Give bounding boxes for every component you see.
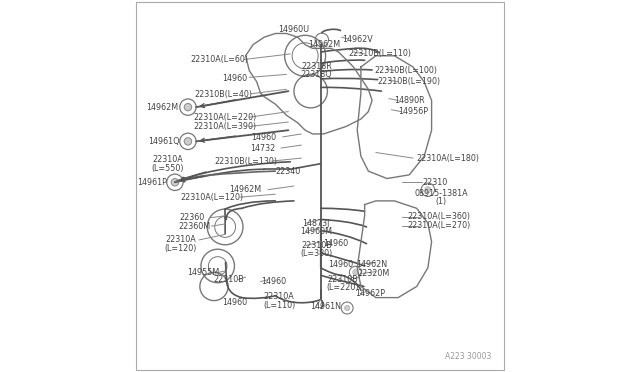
Text: 22310B(L=190): 22310B(L=190) [378, 77, 441, 86]
Text: 14962M: 14962M [230, 185, 262, 194]
Text: 14890R: 14890R [394, 96, 424, 105]
Text: 14960: 14960 [323, 239, 349, 248]
Text: 22318Q: 22318Q [300, 70, 332, 79]
Text: 14960: 14960 [328, 260, 353, 269]
Text: 22310A(L=220): 22310A(L=220) [193, 113, 257, 122]
Circle shape [184, 138, 191, 145]
Text: 22310B(L=130): 22310B(L=130) [214, 157, 277, 166]
Text: 22310B(L=40): 22310B(L=40) [195, 90, 252, 99]
Text: 14960: 14960 [222, 298, 247, 307]
Circle shape [353, 270, 358, 275]
Circle shape [172, 179, 179, 186]
Text: (L=550): (L=550) [151, 164, 184, 173]
Text: (L=220): (L=220) [326, 283, 358, 292]
Text: 22310B(L=100): 22310B(L=100) [374, 66, 437, 75]
Text: A223 30003: A223 30003 [445, 352, 491, 361]
Text: 22310B(L=110): 22310B(L=110) [348, 49, 411, 58]
Text: 14960: 14960 [261, 277, 286, 286]
Text: 14873J: 14873J [303, 219, 330, 228]
Text: 14962V: 14962V [342, 35, 372, 44]
Text: 08915-1381A: 08915-1381A [414, 189, 468, 198]
Text: 14955M: 14955M [187, 268, 219, 277]
Text: 14956P: 14956P [398, 107, 428, 116]
Text: 14960: 14960 [252, 133, 276, 142]
Text: 22310B: 22310B [327, 275, 358, 284]
Text: 22310A: 22310A [152, 155, 183, 164]
Text: 22360M: 22360M [179, 222, 211, 231]
Text: 22310A(L=270): 22310A(L=270) [408, 221, 470, 230]
Text: (L=110): (L=110) [263, 301, 295, 310]
Text: 22310A(L=360): 22310A(L=360) [408, 212, 470, 221]
Text: (1): (1) [435, 197, 447, 206]
Text: 22310A(L=120): 22310A(L=120) [180, 193, 244, 202]
Text: 14962P: 14962P [355, 289, 385, 298]
Text: 22318R: 22318R [301, 62, 332, 71]
Text: 14961Q: 14961Q [148, 137, 179, 146]
Text: 22340: 22340 [276, 167, 301, 176]
Text: 22310A(L=60): 22310A(L=60) [191, 55, 248, 64]
Circle shape [184, 103, 191, 111]
Circle shape [425, 187, 431, 193]
Text: 14960M: 14960M [300, 227, 332, 236]
Text: 14960: 14960 [222, 74, 247, 83]
Text: 22360: 22360 [179, 213, 204, 222]
Text: 14962M: 14962M [146, 103, 178, 112]
Text: 14962M: 14962M [308, 40, 340, 49]
Text: 22310: 22310 [422, 178, 448, 187]
Text: 22310A: 22310A [264, 292, 294, 301]
Text: 14960U: 14960U [278, 25, 310, 34]
Text: 14961N: 14961N [310, 302, 341, 311]
Text: 22310A(L=390): 22310A(L=390) [193, 122, 257, 131]
Text: 22320M: 22320M [358, 269, 390, 278]
Text: 22310A(L=180): 22310A(L=180) [417, 154, 480, 163]
Circle shape [344, 305, 349, 311]
Text: 14961P: 14961P [137, 178, 167, 187]
Text: 22310B: 22310B [214, 275, 244, 284]
Text: 14962N: 14962N [356, 260, 388, 269]
Text: (L=380): (L=380) [300, 249, 332, 258]
Text: 22310B: 22310B [301, 241, 332, 250]
Text: 14732: 14732 [250, 144, 275, 153]
Text: 22310A: 22310A [165, 235, 196, 244]
Text: (L=120): (L=120) [164, 244, 196, 253]
